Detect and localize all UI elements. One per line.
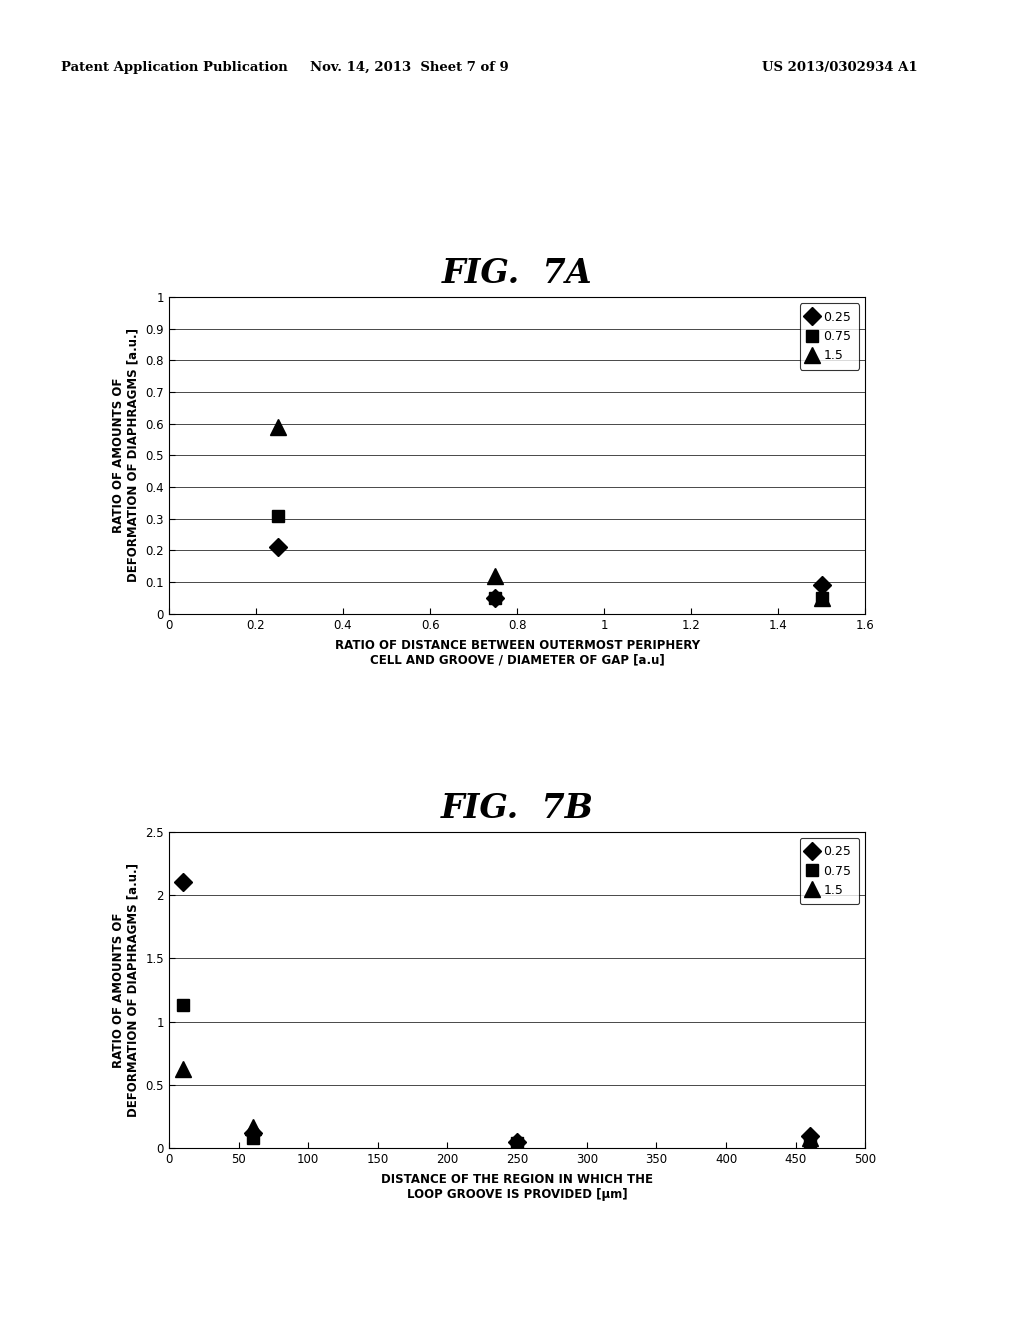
0.25 [489,590,502,606]
0.75 [804,1134,816,1150]
Y-axis label: RATIO OF AMOUNTS OF
DEFORMATION OF DIAPHRAGMS [a.u.]: RATIO OF AMOUNTS OF DEFORMATION OF DIAPH… [112,863,140,1117]
Text: Nov. 14, 2013  Sheet 7 of 9: Nov. 14, 2013 Sheet 7 of 9 [310,61,509,74]
1.5 [816,590,828,606]
1.5 [271,418,284,434]
X-axis label: RATIO OF DISTANCE BETWEEN OUTERMOST PERIPHERY
CELL AND GROOVE / DIAMETER OF GAP : RATIO OF DISTANCE BETWEEN OUTERMOST PERI… [335,639,699,667]
Line: 1.5: 1.5 [270,420,829,606]
Line: 0.25: 0.25 [271,541,828,605]
Y-axis label: RATIO OF AMOUNTS OF
DEFORMATION OF DIAPHRAGMS [a.u.]: RATIO OF AMOUNTS OF DEFORMATION OF DIAPH… [112,329,140,582]
Text: US 2013/0302934 A1: US 2013/0302934 A1 [762,61,918,74]
Text: Patent Application Publication: Patent Application Publication [61,61,288,74]
Legend: 0.25, 0.75, 1.5: 0.25, 0.75, 1.5 [800,838,859,904]
1.5 [247,1119,259,1135]
Title: FIG.  7A: FIG. 7A [441,257,593,290]
0.75 [816,590,828,606]
0.25 [511,1134,523,1150]
0.75 [271,508,284,524]
0.25 [804,1127,816,1143]
0.25 [247,1125,259,1140]
Line: 0.75: 0.75 [176,999,816,1150]
0.75 [511,1135,523,1151]
Line: 1.5: 1.5 [175,1061,817,1152]
X-axis label: DISTANCE OF THE REGION IN WHICH THE
LOOP GROOVE IS PROVIDED [μm]: DISTANCE OF THE REGION IN WHICH THE LOOP… [381,1173,653,1201]
Legend: 0.25, 0.75, 1.5: 0.25, 0.75, 1.5 [800,304,859,370]
0.75 [247,1130,259,1146]
1.5 [489,568,502,583]
0.25 [271,540,284,556]
Title: FIG.  7B: FIG. 7B [440,792,594,825]
Line: 0.25: 0.25 [176,876,816,1148]
0.25 [816,577,828,593]
0.75 [177,998,189,1014]
1.5 [804,1130,816,1146]
1.5 [177,1061,189,1077]
0.75 [489,590,502,606]
0.25 [177,874,189,890]
Line: 0.75: 0.75 [271,510,828,605]
1.5 [511,1137,523,1152]
